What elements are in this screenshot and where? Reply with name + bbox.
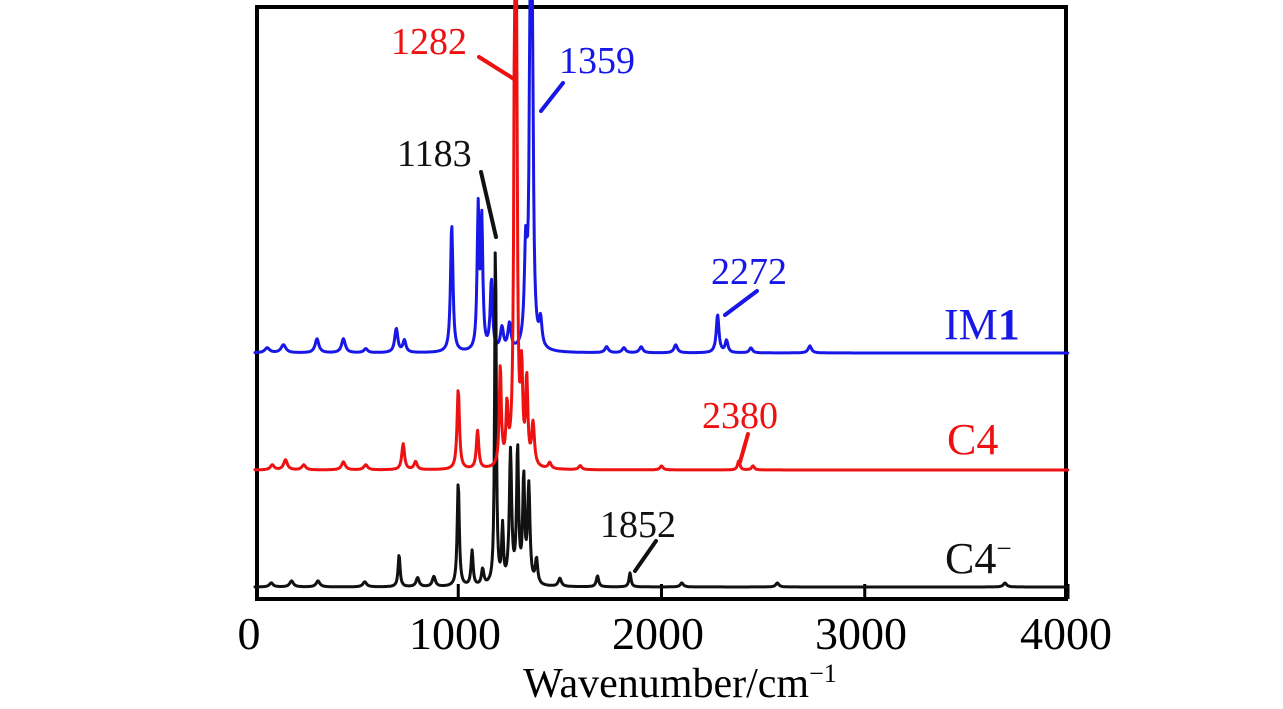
series-label-C4-text: C4 [947, 415, 999, 464]
x-tick-label-4000: 4000 [1020, 608, 1112, 659]
x-tick-label-1000: 1000 [409, 608, 501, 659]
leader-line-1359 [539, 81, 565, 113]
series-curve-C4- [253, 251, 1070, 589]
leader-line-1852 [633, 539, 658, 573]
annotation-1282: 1282 [391, 21, 467, 63]
annotation-1852: 1852 [600, 504, 676, 546]
annotation-2272: 2272 [711, 251, 787, 293]
series-curve-C4 [253, 0, 1070, 472]
annotation-1183: 1183 [397, 133, 472, 175]
series-label-C4: C4 [947, 418, 998, 462]
series-label-IM1: IM1 [944, 303, 1020, 347]
series-label-IM1-text: IM [944, 300, 998, 349]
series-label-C4-anion-text: C4 [945, 534, 997, 583]
leader-line-1282 [477, 55, 516, 81]
series-curve-IM1 [253, 0, 1070, 355]
series-label-IM1-bold: 1 [997, 300, 1020, 349]
x-tick-label-0: 0 [237, 608, 261, 659]
x-axis-title-text: Wavenumber/cm [523, 661, 810, 707]
series-label-C4-anion-superscript: − [996, 533, 1012, 564]
annotation-1359: 1359 [559, 40, 635, 82]
leader-line-2272 [723, 289, 759, 317]
annotation-2380: 2380 [702, 395, 778, 437]
leader-line-1183 [479, 170, 498, 239]
leader-line-2380 [738, 432, 750, 464]
series-label-C4-anion: C4− [945, 534, 1012, 583]
x-tick-label-2000: 2000 [612, 608, 704, 659]
x-axis-title-superscript: −1 [809, 659, 837, 688]
x-tick-label-3000: 3000 [815, 608, 907, 659]
x-axis-title: Wavenumber/cm−1 [523, 660, 837, 707]
